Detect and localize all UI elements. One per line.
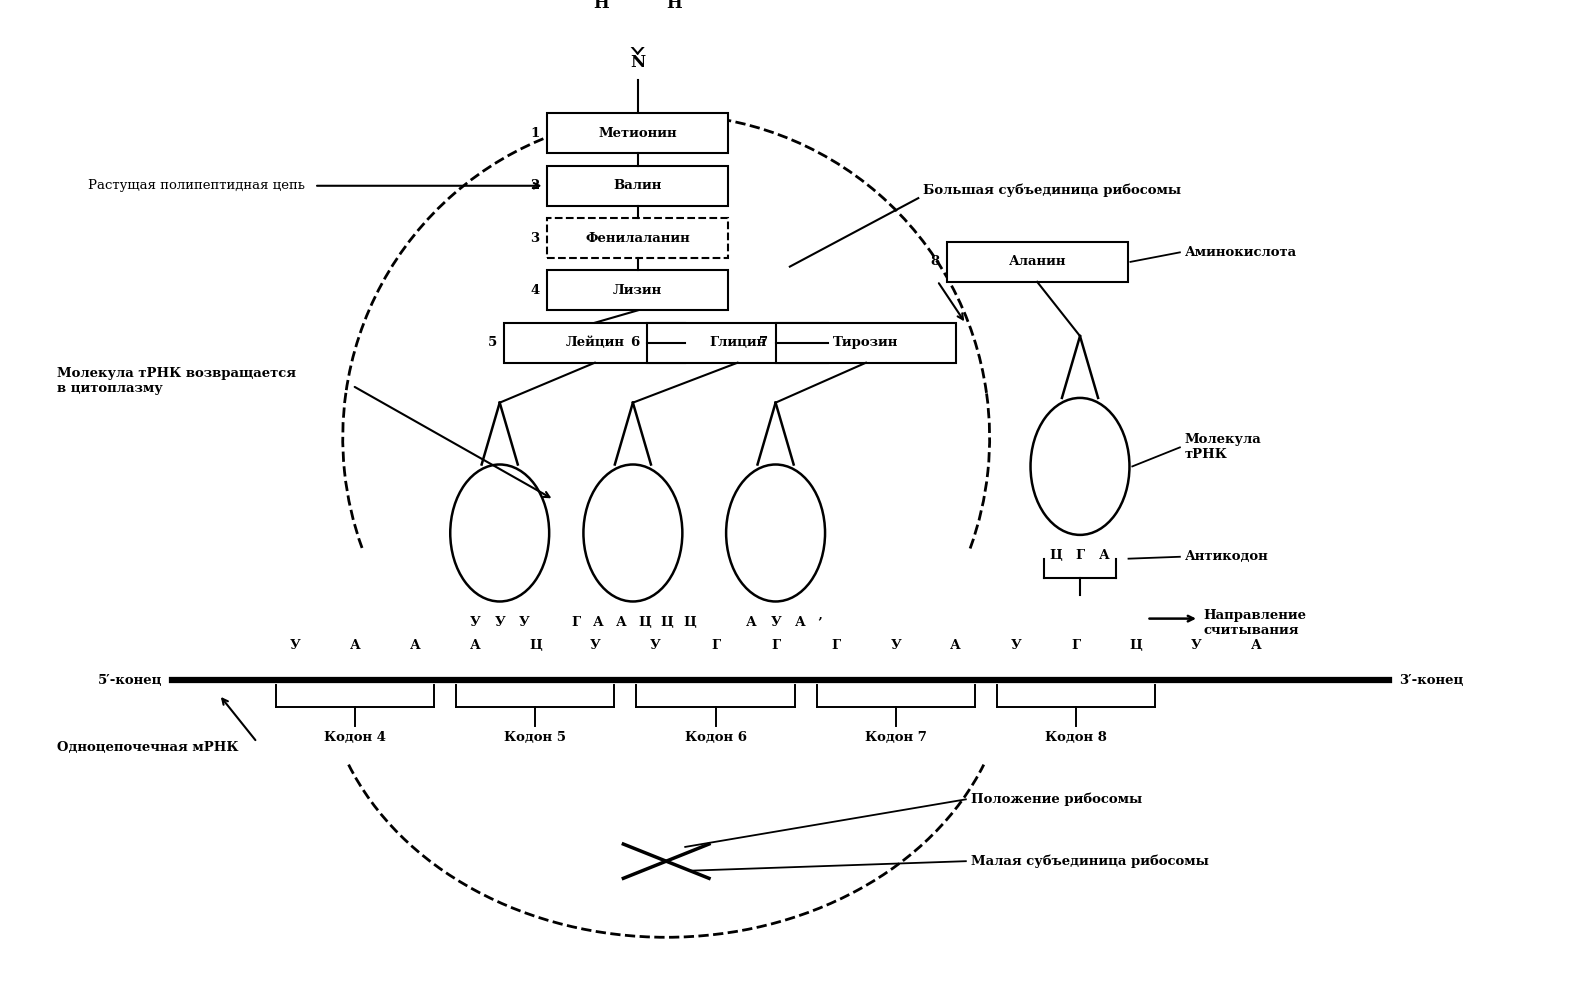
FancyBboxPatch shape: [548, 271, 729, 310]
Text: У: У: [494, 615, 505, 628]
Text: Большая субъединица рибосомы: Большая субъединица рибосомы: [922, 183, 1180, 197]
Text: Одноцепочечная мРНК: Одноцепочечная мРНК: [57, 740, 239, 753]
Text: А: А: [795, 615, 806, 628]
Text: Растущая полипептидная цепь: Растущая полипептидная цепь: [88, 179, 305, 192]
Text: Г: Г: [1075, 549, 1084, 562]
Text: Глицин: Глицин: [708, 336, 767, 349]
Text: Кодон 4: Кодон 4: [324, 730, 386, 744]
Text: Аланин: Аланин: [1009, 256, 1066, 269]
Text: У: У: [1011, 639, 1022, 652]
Text: H: H: [666, 0, 682, 12]
Text: 2: 2: [530, 179, 540, 192]
Text: Кодон 8: Кодон 8: [1045, 730, 1107, 744]
Text: Ц: Ц: [529, 639, 541, 652]
Text: Валин: Валин: [614, 179, 661, 192]
Text: 4: 4: [530, 283, 540, 297]
Text: Г: Г: [831, 639, 841, 652]
Text: У: У: [650, 639, 661, 652]
Text: Малая субъединица рибосомы: Малая субъединица рибосомы: [971, 854, 1209, 868]
Text: А: А: [951, 639, 962, 652]
Text: 6: 6: [630, 336, 639, 349]
Text: H: H: [593, 0, 609, 12]
Text: У: У: [1190, 639, 1201, 652]
Text: 5′-конец: 5′-конец: [98, 674, 162, 687]
Text: Ц: Ц: [1048, 549, 1061, 562]
Text: Кодон 5: Кодон 5: [504, 730, 567, 744]
Text: А: А: [471, 639, 480, 652]
Text: У: У: [891, 639, 900, 652]
Text: Г: Г: [571, 615, 581, 628]
Text: А: А: [1251, 639, 1261, 652]
Text: Лизин: Лизин: [612, 283, 663, 297]
Text: Ц: Ц: [1130, 639, 1143, 652]
FancyBboxPatch shape: [548, 113, 729, 154]
Text: А: А: [349, 639, 360, 652]
Text: Направление
считывания: Направление считывания: [1204, 609, 1306, 637]
Text: ’: ’: [817, 615, 822, 628]
FancyBboxPatch shape: [776, 323, 957, 363]
Text: А: А: [615, 615, 626, 628]
Text: У: У: [519, 615, 530, 628]
Text: Г: Г: [1072, 639, 1080, 652]
Text: Молекула тРНК возвращается
в цитоплазму: Молекула тРНК возвращается в цитоплазму: [57, 367, 296, 394]
FancyBboxPatch shape: [548, 218, 729, 258]
Text: 8: 8: [930, 256, 940, 269]
Text: Фенилаланин: Фенилаланин: [586, 232, 689, 245]
Text: Положение рибосомы: Положение рибосомы: [971, 793, 1141, 806]
Text: Ц: Ц: [661, 615, 674, 628]
Text: Лейцин: Лейцин: [565, 336, 625, 349]
Text: 7: 7: [759, 336, 768, 349]
Text: У: У: [469, 615, 480, 628]
Text: Ц: Ц: [683, 615, 696, 628]
Text: Аминокислота: Аминокислота: [1185, 246, 1297, 259]
Text: Кодон 6: Кодон 6: [685, 730, 746, 744]
Text: А: А: [593, 615, 604, 628]
FancyBboxPatch shape: [504, 323, 685, 363]
Text: Антикодон: Антикодон: [1185, 550, 1269, 563]
Text: Кодон 7: Кодон 7: [864, 730, 927, 744]
Text: Г: Г: [771, 639, 781, 652]
Text: Метионин: Метионин: [598, 127, 677, 140]
FancyBboxPatch shape: [948, 242, 1127, 281]
Text: 3′-конец: 3′-конец: [1399, 674, 1462, 687]
Text: 3: 3: [530, 232, 540, 245]
FancyBboxPatch shape: [647, 323, 828, 363]
Text: N: N: [630, 54, 645, 70]
Text: А: А: [1099, 549, 1110, 562]
Text: У: У: [590, 639, 601, 652]
Text: 1: 1: [530, 127, 540, 140]
Text: А: А: [746, 615, 756, 628]
Text: У: У: [770, 615, 781, 628]
Text: Г: Г: [711, 639, 719, 652]
Text: Ц: Ц: [637, 615, 650, 628]
Text: А: А: [409, 639, 420, 652]
Text: 5: 5: [488, 336, 497, 349]
Text: У: У: [290, 639, 301, 652]
Text: Молекула
тРНК: Молекула тРНК: [1185, 433, 1261, 462]
Text: Тирозин: Тирозин: [833, 336, 899, 349]
FancyBboxPatch shape: [548, 165, 729, 206]
